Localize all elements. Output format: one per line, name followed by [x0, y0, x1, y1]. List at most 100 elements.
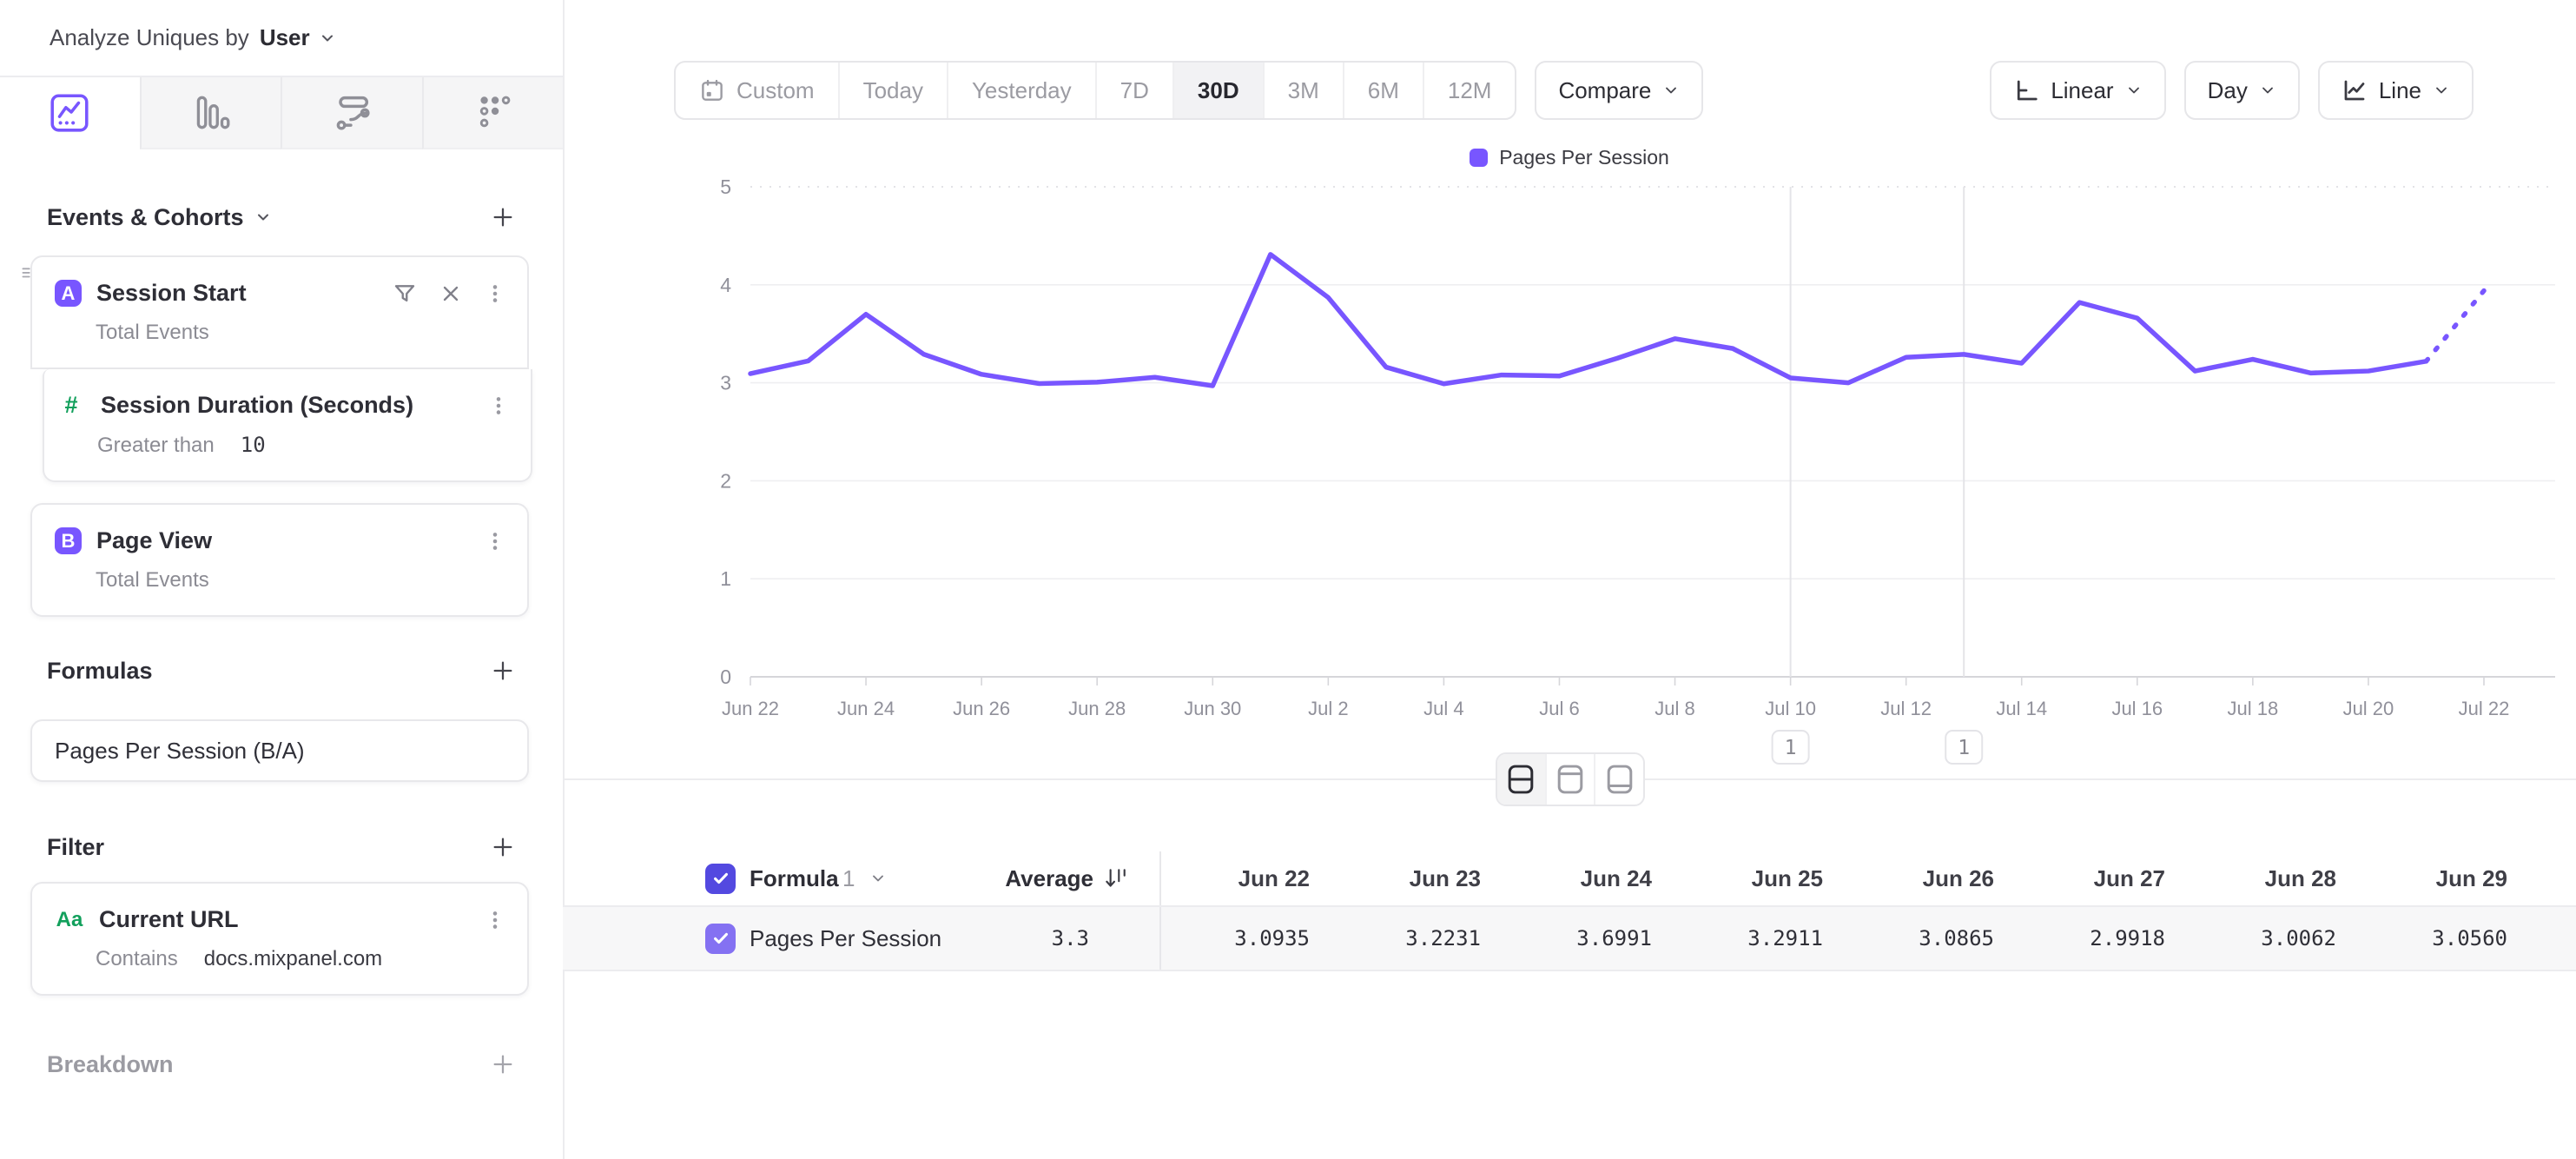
range-option-7d[interactable]: 7D — [1094, 63, 1172, 118]
property-more-options-button[interactable] — [487, 394, 510, 417]
filter-value[interactable]: docs.mixpanel.com — [203, 947, 383, 970]
x-axis-tick-label: Jun 30 — [1184, 698, 1241, 719]
range-option-custom[interactable]: Custom — [676, 63, 838, 118]
event-measurement[interactable]: Total Events — [96, 568, 209, 592]
table-column-header: Jun 22 — [1238, 864, 1310, 891]
legend-series-label[interactable]: Pages Per Session — [1499, 146, 1669, 169]
add-event-button[interactable] — [489, 203, 517, 231]
kebab-menu-icon — [492, 284, 498, 302]
range-option-6m[interactable]: 6M — [1342, 63, 1423, 118]
formula-card[interactable]: Pages Per Session (B/A) — [30, 719, 529, 782]
view-toggle-chart-only[interactable] — [1544, 754, 1595, 805]
table-column-header: Jun 24 — [1580, 864, 1652, 891]
range-option-12m[interactable]: 12M — [1422, 63, 1516, 118]
event-more-options-button[interactable] — [484, 282, 506, 305]
event-filter-button[interactable] — [392, 281, 418, 307]
series-line-pages-per-session[interactable] — [748, 252, 2429, 388]
view-toggle-table-only[interactable] — [1594, 754, 1643, 805]
event-property-card-session-duration[interactable]: # Session Duration (Seconds) Greater tha… — [43, 369, 532, 482]
add-formula-button[interactable] — [489, 657, 517, 685]
y-axis-tick-label: 4 — [720, 274, 731, 296]
tab-insights[interactable] — [0, 77, 140, 149]
x-axis-tick-label: Jun 24 — [837, 698, 895, 719]
plus-icon — [493, 838, 512, 857]
event-more-options-button[interactable] — [484, 530, 506, 553]
tab-retention[interactable] — [421, 77, 563, 149]
x-axis-tick-label: Jul 14 — [1996, 698, 2047, 719]
select-all-checkbox[interactable] — [705, 863, 736, 894]
plus-icon — [493, 208, 512, 227]
x-axis-tick-label: Jul 6 — [1539, 698, 1579, 719]
drag-handle-icon[interactable] — [17, 262, 36, 281]
y-axis-tick-label: 0 — [720, 666, 731, 688]
numeric-property-icon: # — [64, 392, 78, 418]
funnel-icon — [394, 284, 415, 301]
insights-line-chart-icon — [50, 93, 89, 132]
range-option-30d[interactable]: 30D — [1172, 63, 1263, 118]
formulas-section-title: Formulas — [47, 657, 153, 684]
analyze-by-selector[interactable]: User — [260, 24, 336, 51]
range-option-3m[interactable]: 3M — [1262, 63, 1343, 118]
chevron-down-icon — [2262, 87, 2273, 94]
event-card-session-start[interactable]: A Session Start T — [22, 255, 529, 369]
table-row-values: 3.0935 3.2231 3.6991 3.2911 3.0865 2.9918 3.00… — [1159, 907, 2530, 970]
remove-event-button[interactable] — [439, 281, 463, 306]
event-measurement[interactable]: Total Events — [96, 321, 209, 344]
analyze-by-label: Analyze Uniques by — [50, 24, 249, 50]
chevron-down-icon — [1666, 87, 1677, 94]
interval-selector-button[interactable]: Day — [2183, 61, 2300, 120]
table-column-header: Jun 26 — [1922, 864, 1994, 891]
range-option-today[interactable]: Today — [837, 63, 947, 118]
add-breakdown-button[interactable] — [489, 1050, 517, 1078]
table-only-icon — [1607, 765, 1632, 794]
filter-operator[interactable]: Contains — [96, 947, 178, 970]
sort-descending-icon[interactable] — [1102, 865, 1128, 891]
view-toggle-split[interactable] — [1497, 754, 1545, 805]
property-value[interactable]: 10 — [240, 433, 266, 457]
property-operator[interactable]: Greater than — [97, 434, 215, 457]
chart-type-selector-button[interactable]: Line — [2317, 61, 2474, 120]
plus-icon — [493, 661, 512, 680]
annotation-count-label: 1 — [1785, 737, 1797, 759]
events-section-title[interactable]: Events & Cohorts — [47, 204, 272, 231]
y-axis-tick-label: 5 — [720, 176, 731, 198]
table-column-header: Jun 28 — [2264, 864, 2336, 891]
filter-card-current-url[interactable]: Aa Current URL Contains docs.mixpanel.co… — [30, 882, 529, 996]
table-column-header: Jun 29 — [2435, 864, 2507, 891]
annotation-count-badge[interactable] — [1945, 730, 1984, 765]
table-group-label[interactable]: Formula 1 — [750, 864, 855, 891]
compare-button[interactable]: Compare — [1535, 61, 1704, 120]
formulas-section-header: Formulas — [47, 657, 517, 685]
check-icon — [713, 932, 728, 944]
table-row-pages-per-session[interactable]: Pages Per Session 3.3 3.0935 3.2231 3.6991… — [563, 905, 2576, 971]
line-chart-icon — [2344, 80, 2365, 101]
filter-more-options-button[interactable] — [484, 909, 506, 931]
formula-expression[interactable]: Pages Per Session (B/A) — [55, 737, 305, 764]
annotation-count-badge[interactable] — [1771, 730, 1810, 765]
row-checkbox[interactable] — [705, 923, 736, 954]
table-cell-value: 3.6991 — [1576, 926, 1652, 950]
table-column-header: Jun 23 — [1409, 864, 1481, 891]
average-column-header[interactable]: Average — [1005, 864, 1093, 891]
chevron-down-icon[interactable] — [869, 870, 887, 887]
add-filter-button[interactable] — [489, 833, 517, 861]
filter-property-name[interactable]: Current URL — [99, 906, 239, 932]
range-option-yesterday[interactable]: Yesterday — [946, 63, 1095, 118]
property-name[interactable]: Session Duration (Seconds) — [101, 392, 414, 418]
table-cell-value: 3.0560 — [2432, 926, 2507, 950]
x-axis-tick-label: Jul 18 — [2228, 698, 2279, 719]
chevron-down-icon — [257, 214, 268, 221]
tab-funnels[interactable] — [139, 77, 281, 149]
split-view-icon — [1509, 765, 1534, 794]
scale-selector-button[interactable]: Linear — [1990, 61, 2166, 120]
row-series-name: Pages Per Session — [750, 924, 942, 951]
event-name[interactable]: Page View — [96, 527, 213, 553]
y-axis-tick-label: 1 — [720, 567, 731, 590]
tab-flows[interactable] — [281, 77, 422, 149]
flows-icon — [336, 96, 370, 129]
table-cell-value: 2.9918 — [2090, 926, 2165, 950]
line-chart: 0 1 2 3 4 5 Jun 22 Jun 24 Jun 26 Jun 28 Jun 30 Jul … — [720, 176, 2555, 765]
series-line-incomplete-period[interactable] — [2423, 288, 2487, 364]
event-name[interactable]: Session Start — [96, 280, 247, 306]
event-card-page-view[interactable]: B Page View Total Events — [30, 503, 529, 617]
